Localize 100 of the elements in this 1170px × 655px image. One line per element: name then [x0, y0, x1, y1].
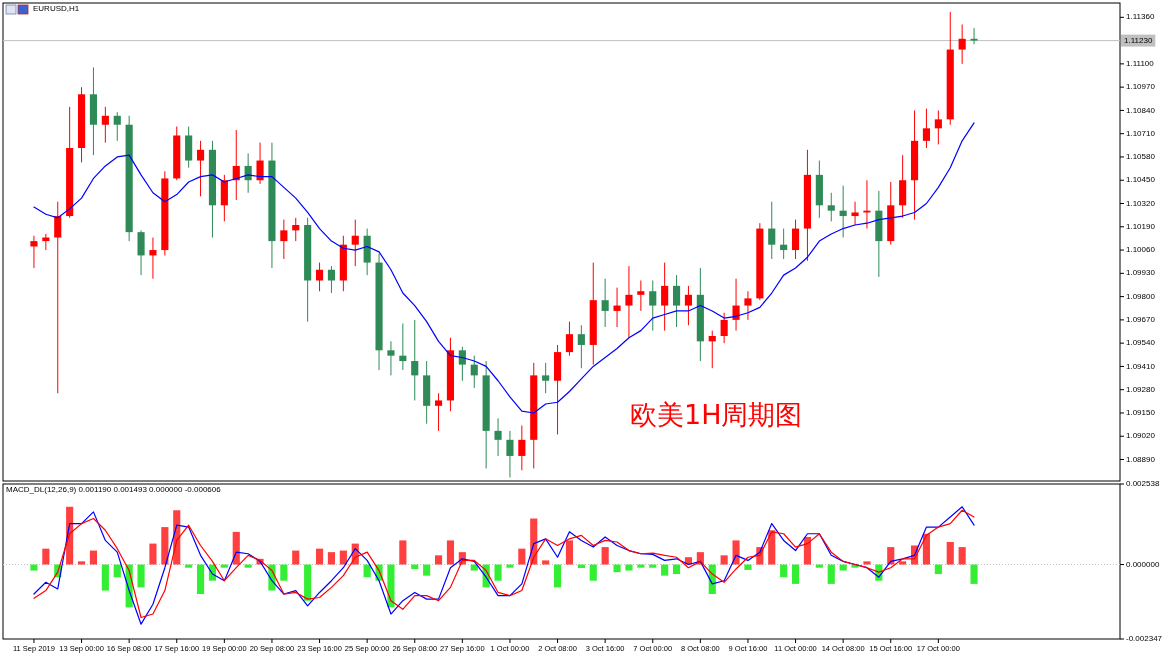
candlestick — [934, 109, 942, 145]
bar — [863, 561, 871, 565]
annotation: 欧美1H周期图 — [630, 399, 803, 430]
bar — [470, 564, 478, 571]
candlestick — [292, 217, 300, 242]
bar — [339, 550, 347, 565]
bar — [803, 536, 812, 565]
candlestick — [708, 330, 716, 369]
bar — [970, 564, 978, 584]
candlestick — [637, 279, 645, 312]
y-tick-label: 1.10970 — [1126, 82, 1156, 92]
candlestick — [839, 185, 847, 239]
candlestick — [196, 140, 205, 197]
bar — [101, 564, 109, 591]
bar — [589, 564, 597, 581]
bar — [244, 564, 252, 568]
candlestick — [434, 392, 443, 432]
candlestick — [387, 340, 395, 376]
candlestick — [780, 228, 788, 260]
y-tick-label: 1.09020 — [1126, 431, 1156, 441]
bar — [518, 548, 526, 565]
bar — [423, 564, 431, 576]
bar — [661, 564, 669, 576]
bar — [494, 564, 502, 581]
bar — [672, 564, 681, 575]
candlestick — [506, 430, 514, 478]
bar — [113, 564, 121, 578]
candlestick — [958, 23, 966, 65]
y-tick-label: 1.10710 — [1126, 128, 1156, 138]
y-tick-label: 1.10190 — [1126, 221, 1156, 231]
candlestick — [351, 219, 359, 267]
y-tick-label: 1.09540 — [1126, 338, 1156, 348]
bar — [399, 540, 407, 565]
bar — [185, 564, 193, 568]
candlestick — [149, 237, 157, 280]
y-tick-label: 1.10450 — [1126, 175, 1156, 185]
candlestick — [768, 201, 776, 260]
y-tick-label: 1.09930 — [1126, 268, 1156, 278]
candlestick — [625, 265, 633, 339]
bar — [827, 564, 835, 584]
y-tick-label: 1.10060 — [1126, 245, 1156, 255]
y-tick-label: 0.000000 — [1126, 559, 1160, 569]
bar — [601, 547, 609, 565]
ref-line-label: 1.11230 — [1124, 35, 1153, 45]
bar — [839, 564, 847, 571]
candlestick — [113, 111, 121, 142]
bar — [387, 564, 395, 608]
bar — [434, 555, 443, 565]
y-tick-label: 1.08890 — [1126, 454, 1156, 464]
candlestick — [315, 262, 324, 292]
candlestick — [851, 201, 859, 226]
y-tick-label: 1.09150 — [1126, 408, 1156, 418]
candlestick — [684, 285, 693, 326]
bar — [565, 540, 574, 565]
candlestick — [137, 229, 145, 276]
bar — [232, 531, 240, 565]
candlestick — [327, 265, 336, 294]
candlestick — [542, 362, 550, 394]
bar — [946, 542, 954, 565]
bar — [958, 547, 966, 565]
candlestick — [661, 262, 669, 332]
bar — [30, 564, 38, 571]
candlestick — [54, 201, 62, 394]
bar — [292, 550, 300, 565]
bar — [42, 548, 50, 565]
y-tick-label: 1.10840 — [1126, 105, 1156, 115]
candlestick — [518, 425, 526, 471]
bar — [637, 564, 645, 568]
bar — [161, 527, 169, 565]
chart-title: MACD_DL(12,26,9) 0.001190 0.001493 0.000000 -0.000606 — [6, 485, 222, 494]
candlestick — [577, 324, 585, 369]
candlestick — [458, 346, 466, 382]
bar — [315, 548, 324, 565]
y-tick-label: 1.09410 — [1126, 361, 1156, 371]
candlestick — [411, 319, 419, 401]
bar — [280, 564, 288, 581]
bar — [791, 564, 800, 584]
bar — [77, 561, 86, 565]
bar — [768, 530, 776, 565]
candlestick — [732, 278, 740, 332]
bar — [149, 543, 157, 565]
candlestick — [399, 322, 407, 371]
bar — [327, 552, 336, 565]
candlestick — [30, 235, 38, 269]
y-tick-label: 1.10580 — [1126, 152, 1156, 162]
bar — [649, 564, 657, 568]
candlestick — [827, 192, 835, 222]
bar — [922, 533, 931, 565]
y-tick-label: -0.002347 — [1126, 634, 1163, 644]
y-tick-label: 1.11100 — [1126, 58, 1155, 68]
bar — [220, 564, 228, 568]
bar — [89, 550, 98, 565]
candlestick — [470, 355, 478, 389]
bar — [506, 564, 514, 568]
candlestick — [601, 278, 609, 328]
candlestick — [970, 27, 978, 45]
y-tick-label: 1.11360 — [1126, 12, 1155, 22]
bar — [553, 564, 562, 588]
candlestick — [922, 108, 931, 149]
candlestick — [720, 312, 728, 344]
